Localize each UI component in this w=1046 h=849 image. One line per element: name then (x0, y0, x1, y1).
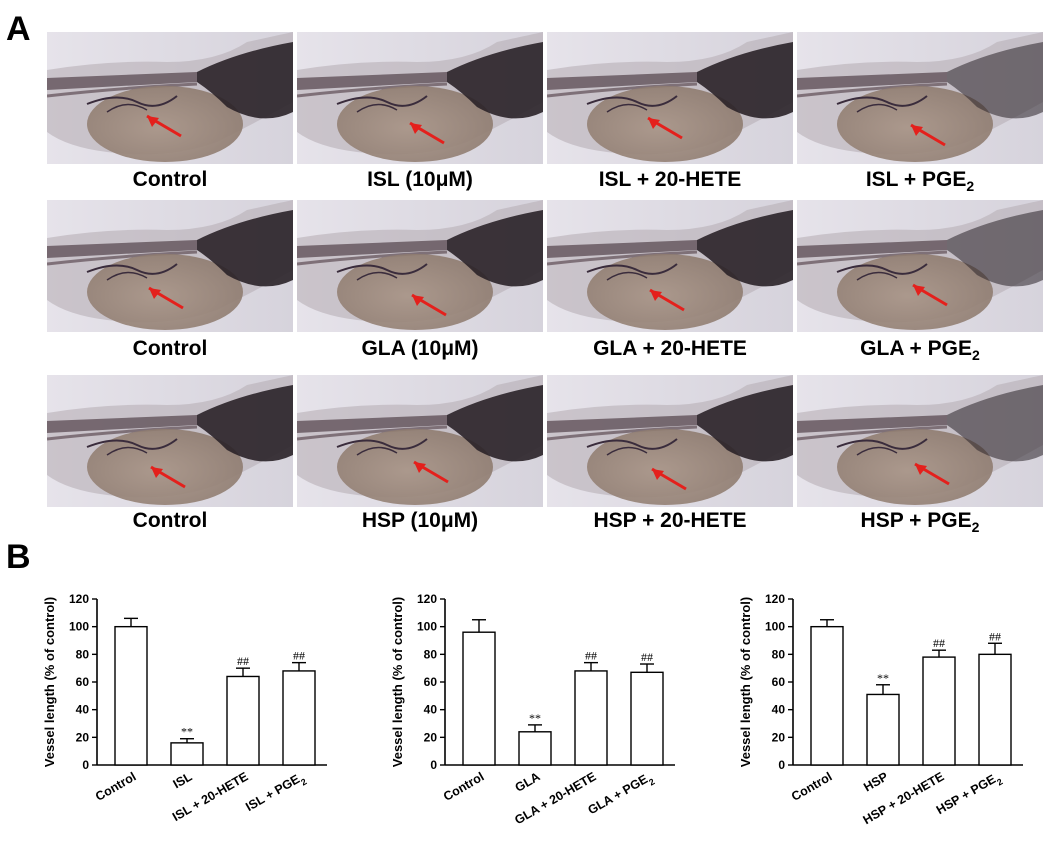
y-axis-label: Vessel length (% of control) (390, 597, 405, 767)
y-tick-label: 40 (76, 703, 90, 717)
embryo-photo (797, 32, 1043, 164)
category-label: HSP + PGE2 (934, 769, 1005, 820)
y-tick-label: 60 (76, 675, 90, 689)
category-label: GLA (513, 769, 543, 794)
y-tick-label: 120 (69, 592, 89, 606)
y-tick-label: 0 (778, 758, 785, 772)
y-tick-label: 100 (417, 620, 437, 634)
bar (518, 731, 552, 766)
y-axis-label: Vessel length (% of control) (42, 597, 57, 767)
embryo-photo (547, 200, 793, 332)
significance-mark: ** (877, 671, 889, 685)
embryo-photo (297, 200, 543, 332)
bar (630, 671, 664, 766)
y-tick-label: 40 (424, 703, 438, 717)
y-tick-label: 20 (76, 730, 90, 744)
category-label-text: ISL + PGE (243, 772, 302, 814)
category-label-subscript: 2 (995, 776, 1004, 787)
bar (170, 742, 204, 766)
photo-caption: Control (132, 337, 208, 360)
bar (114, 625, 148, 766)
category-label: HSP (861, 769, 890, 794)
y-tick-label: 60 (424, 675, 438, 689)
panel-label-a: A (6, 10, 31, 48)
y-tick-label: 120 (765, 592, 785, 606)
category-label: ISL (171, 769, 195, 791)
photo-caption: Control (132, 509, 208, 532)
photo-caption: ISL + 20-HETE (598, 168, 742, 191)
photo-caption: HSP + 20-HETE (593, 509, 747, 532)
photo-caption: GLA + PGE2 (860, 337, 980, 364)
embryo-photo (47, 32, 293, 164)
significance-mark: ** (529, 711, 541, 725)
embryo-photo (547, 375, 793, 507)
y-tick-label: 120 (417, 592, 437, 606)
y-tick-label: 0 (82, 758, 89, 772)
bar (462, 631, 496, 766)
significance-mark: ## (237, 654, 249, 668)
significance-mark: ## (641, 650, 653, 664)
bar (282, 670, 316, 766)
embryo-photo (797, 200, 1043, 332)
bar (226, 675, 260, 766)
bar (810, 625, 844, 766)
y-tick-label: 100 (69, 620, 89, 634)
y-axis-label: Vessel length (% of control) (738, 597, 753, 767)
bar (866, 693, 900, 766)
y-tick-label: 100 (765, 620, 785, 634)
y-tick-label: 80 (772, 647, 786, 661)
significance-mark: ## (933, 636, 945, 650)
y-tick-label: 40 (772, 703, 786, 717)
y-tick-label: 20 (772, 730, 786, 744)
category-label-text: ISL (171, 769, 195, 791)
bar (574, 670, 608, 766)
embryo-photo (297, 375, 543, 507)
category-label-subscript: 2 (647, 776, 656, 787)
category-label: Control (441, 769, 486, 803)
embryo-photo (547, 32, 793, 164)
y-tick-label: 60 (772, 675, 786, 689)
bar (978, 653, 1012, 766)
embryo-photo (297, 32, 543, 164)
significance-mark: ## (989, 629, 1001, 643)
photo-caption: GLA + 20-HETE (593, 337, 747, 360)
photo-caption: GLA (10μM) (361, 337, 479, 360)
category-label-text: Control (93, 769, 138, 803)
photo-caption: HSP + PGE2 (860, 509, 980, 536)
category-label-text: HSP (861, 769, 890, 794)
bar (922, 656, 956, 766)
y-tick-label: 80 (76, 647, 90, 661)
category-label-text: GLA (513, 769, 543, 794)
embryo-photo (47, 200, 293, 332)
embryo-photo (797, 375, 1043, 507)
photo-caption: ISL (10μM) (367, 168, 473, 191)
category-label: GLA + PGE2 (585, 769, 656, 820)
y-tick-label: 0 (430, 758, 437, 772)
significance-mark: ** (181, 725, 193, 739)
photo-caption: ISL + PGE2 (865, 168, 975, 195)
y-tick-label: 20 (424, 730, 438, 744)
embryo-photo (47, 375, 293, 507)
category-label: ISL + PGE2 (243, 769, 308, 817)
photo-caption: HSP (10μM) (361, 509, 479, 532)
y-tick-label: 80 (424, 647, 438, 661)
category-label: Control (93, 769, 138, 803)
category-label: Control (789, 769, 834, 803)
category-label-subscript: 2 (299, 776, 308, 787)
significance-mark: ## (293, 649, 305, 663)
category-label-text: Control (441, 769, 486, 803)
photo-caption: Control (132, 168, 208, 191)
category-label-text: Control (789, 769, 834, 803)
significance-mark: ## (585, 649, 597, 663)
panel-label-b: B (6, 538, 31, 576)
